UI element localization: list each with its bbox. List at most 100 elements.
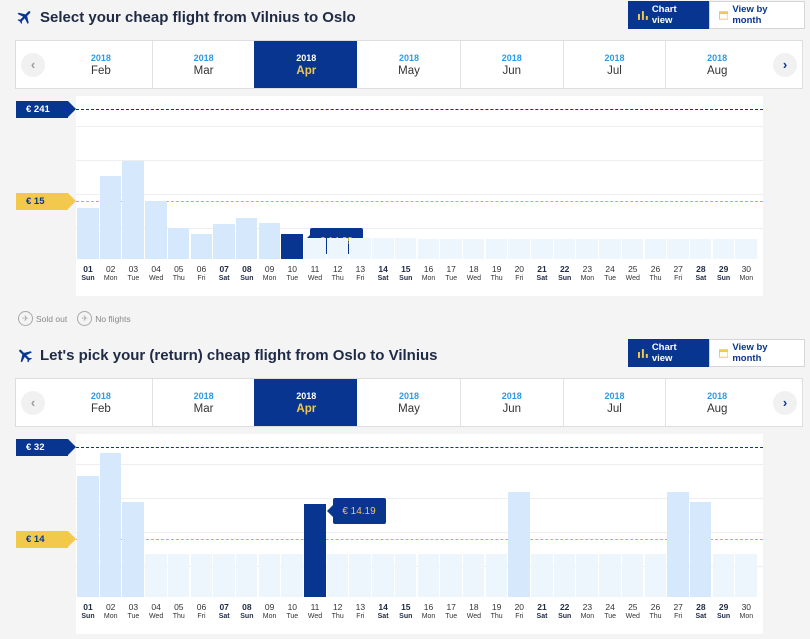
month-tab-apr[interactable]: 2018 Apr — [254, 41, 358, 88]
day-label[interactable]: 08 Sun — [236, 264, 258, 282]
price-bar-25[interactable] — [621, 239, 644, 259]
day-label[interactable]: 20 Fri — [508, 602, 530, 620]
day-label[interactable]: 14 Sat — [372, 602, 394, 620]
day-label[interactable]: 26 Thu — [645, 264, 667, 282]
price-bar-15[interactable] — [394, 237, 417, 259]
day-label[interactable]: 06 Fri — [191, 602, 213, 620]
month-tab-feb[interactable]: 2018 Feb — [50, 379, 152, 426]
price-bar-13[interactable] — [349, 554, 371, 597]
month-tab-jul[interactable]: 2018 Jul — [562, 41, 666, 88]
price-bar-27[interactable] — [667, 239, 689, 259]
day-label[interactable]: 22 Sun — [554, 602, 576, 620]
price-bar-30[interactable] — [735, 239, 757, 259]
price-bar-07[interactable] — [213, 224, 235, 259]
day-label[interactable]: 06 Fri — [191, 264, 213, 282]
day-label[interactable]: 04 Wed — [145, 602, 167, 620]
price-bar-06[interactable] — [190, 234, 212, 259]
day-label[interactable]: 08 Sun — [236, 602, 258, 620]
price-bar-20[interactable] — [508, 239, 530, 259]
month-tab-feb[interactable]: 2018 Feb — [50, 41, 152, 88]
price-bar-26[interactable] — [644, 239, 666, 259]
day-label[interactable]: 22 Sun — [554, 264, 576, 282]
price-bar-11[interactable] — [304, 504, 326, 597]
price-bar-16[interactable] — [417, 239, 439, 259]
price-bar-11[interactable] — [304, 237, 326, 259]
day-label[interactable]: 13 Fri — [349, 264, 371, 282]
day-label[interactable]: 21 Sat — [531, 602, 553, 620]
price-bar-03[interactable] — [122, 502, 144, 597]
day-label[interactable]: 23 Mon — [576, 264, 598, 282]
month-tab-aug[interactable]: 2018 Aug — [665, 41, 768, 88]
day-label[interactable]: 18 Wed — [463, 264, 485, 282]
day-label[interactable]: 17 Tue — [440, 602, 462, 620]
day-label[interactable]: 16 Mon — [418, 602, 440, 620]
price-bar-22[interactable] — [553, 239, 576, 259]
price-bar-13[interactable] — [349, 237, 371, 259]
price-bar-19[interactable] — [485, 554, 508, 597]
chart-view-button[interactable]: Chart view — [628, 1, 709, 29]
day-label[interactable]: 07 Sat — [213, 264, 235, 282]
day-label[interactable]: 02 Mon — [100, 602, 122, 620]
next-month-button[interactable]: › — [768, 41, 802, 88]
day-label[interactable]: 18 Wed — [463, 602, 485, 620]
day-label[interactable]: 12 Thu — [327, 264, 349, 282]
day-label[interactable]: 30 Mon — [735, 264, 757, 282]
month-tab-mar[interactable]: 2018 Mar — [151, 41, 255, 88]
day-label[interactable]: 19 Thu — [486, 602, 508, 620]
day-label[interactable]: 29 Sun — [713, 602, 735, 620]
price-bar-17[interactable] — [440, 554, 462, 597]
day-label[interactable]: 01 Sun — [77, 264, 99, 282]
price-bar-10[interactable] — [281, 554, 303, 597]
month-tab-jun[interactable]: 2018 Jun — [459, 41, 563, 88]
day-label[interactable]: 15 Sun — [395, 602, 417, 620]
next-month-button[interactable]: › — [768, 379, 802, 426]
price-bar-29[interactable] — [712, 554, 735, 597]
price-bar-05[interactable] — [167, 227, 190, 259]
price-bar-01[interactable] — [77, 475, 99, 597]
price-bar-16[interactable] — [417, 554, 439, 597]
price-bar-29[interactable] — [712, 239, 735, 259]
day-label[interactable]: 11 Wed — [304, 602, 326, 620]
price-bar-04[interactable] — [145, 554, 167, 597]
price-bar-23[interactable] — [576, 239, 598, 259]
day-label[interactable]: 05 Thu — [168, 602, 190, 620]
day-label[interactable]: 23 Mon — [576, 602, 598, 620]
day-label[interactable]: 30 Mon — [735, 602, 757, 620]
price-bar-10[interactable] — [281, 234, 303, 259]
price-bar-14[interactable] — [372, 554, 394, 597]
day-label[interactable]: 07 Sat — [213, 602, 235, 620]
prev-month-button[interactable]: ‹ — [16, 41, 50, 88]
day-label[interactable]: 09 Mon — [259, 602, 281, 620]
day-label[interactable]: 11 Wed — [304, 264, 326, 282]
price-bar-15[interactable] — [394, 554, 417, 597]
price-bar-01[interactable] — [77, 207, 99, 259]
day-label[interactable]: 19 Thu — [486, 264, 508, 282]
day-label[interactable]: 14 Sat — [372, 264, 394, 282]
price-bar-23[interactable] — [576, 554, 598, 597]
month-tab-jun[interactable]: 2018 Jun — [459, 379, 563, 426]
day-label[interactable]: 10 Tue — [281, 602, 303, 620]
price-bar-07[interactable] — [213, 554, 235, 597]
price-bar-27[interactable] — [667, 492, 689, 597]
day-label[interactable]: 03 Tue — [122, 264, 144, 282]
day-label[interactable]: 04 Wed — [145, 264, 167, 282]
price-bar-21[interactable] — [531, 554, 553, 597]
price-bar-02[interactable] — [99, 176, 122, 259]
price-bar-24[interactable] — [599, 239, 621, 259]
day-label[interactable]: 26 Thu — [645, 602, 667, 620]
view-by-month-button[interactable]: View by month — [709, 1, 805, 29]
day-label[interactable]: 03 Tue — [122, 602, 144, 620]
price-bar-20[interactable] — [508, 492, 530, 597]
day-label[interactable]: 27 Fri — [667, 264, 689, 282]
month-tab-aug[interactable]: 2018 Aug — [665, 379, 768, 426]
price-bar-19[interactable] — [485, 239, 508, 259]
price-bar-22[interactable] — [553, 554, 576, 597]
price-bar-08[interactable] — [235, 217, 258, 259]
price-bar-28[interactable] — [689, 239, 712, 259]
day-label[interactable]: 15 Sun — [395, 264, 417, 282]
day-label[interactable]: 05 Thu — [168, 264, 190, 282]
prev-month-button[interactable]: ‹ — [16, 379, 50, 426]
month-tab-mar[interactable]: 2018 Mar — [151, 379, 255, 426]
price-bar-18[interactable] — [462, 239, 485, 259]
view-by-month-button[interactable]: View by month — [709, 339, 805, 367]
